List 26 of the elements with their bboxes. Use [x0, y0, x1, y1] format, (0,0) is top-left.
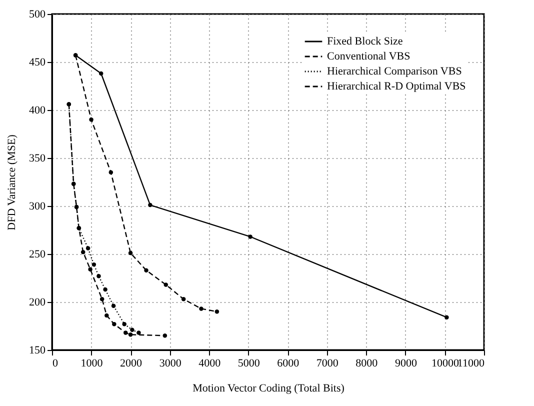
- y-tick-label: 500: [29, 8, 46, 20]
- x-tick-label: 9000: [394, 358, 418, 370]
- legend-label: Fixed Block Size: [327, 36, 403, 48]
- x-tick-label: 10000: [431, 358, 460, 370]
- y-axis-title: DFD Variance (MSE): [6, 134, 18, 230]
- y-tick-label: 350: [29, 152, 46, 164]
- x-tick-label: 0: [52, 358, 58, 370]
- x-tick-label: 5000: [238, 358, 260, 370]
- y-tick-label: 250: [29, 248, 46, 260]
- x-tick-label: 6000: [277, 358, 300, 370]
- x-tick-label: 2000: [120, 358, 143, 370]
- x-axis-title: Motion Vector Coding (Total Bits): [192, 382, 345, 394]
- x-tick-label: 3000: [159, 358, 182, 370]
- legend-label: Hierarchical R-D Optimal VBS: [327, 80, 466, 92]
- y-tick-label: 450: [29, 56, 46, 68]
- legend-label: Hierarchical Comparison VBS: [327, 66, 462, 78]
- x-tick-label: 7000: [316, 358, 339, 370]
- x-tick-label: 11000: [457, 358, 485, 370]
- y-tick-label: 150: [29, 344, 46, 356]
- x-tick-label: 1000: [80, 358, 104, 370]
- x-tick-label: 8000: [356, 358, 378, 370]
- y-tick-label: 200: [29, 296, 46, 308]
- y-tick-label: 400: [29, 104, 46, 116]
- y-tick-label: 300: [29, 200, 46, 212]
- legend-label: Conventional VBS: [327, 50, 410, 62]
- x-tick-label: 4000: [198, 358, 222, 370]
